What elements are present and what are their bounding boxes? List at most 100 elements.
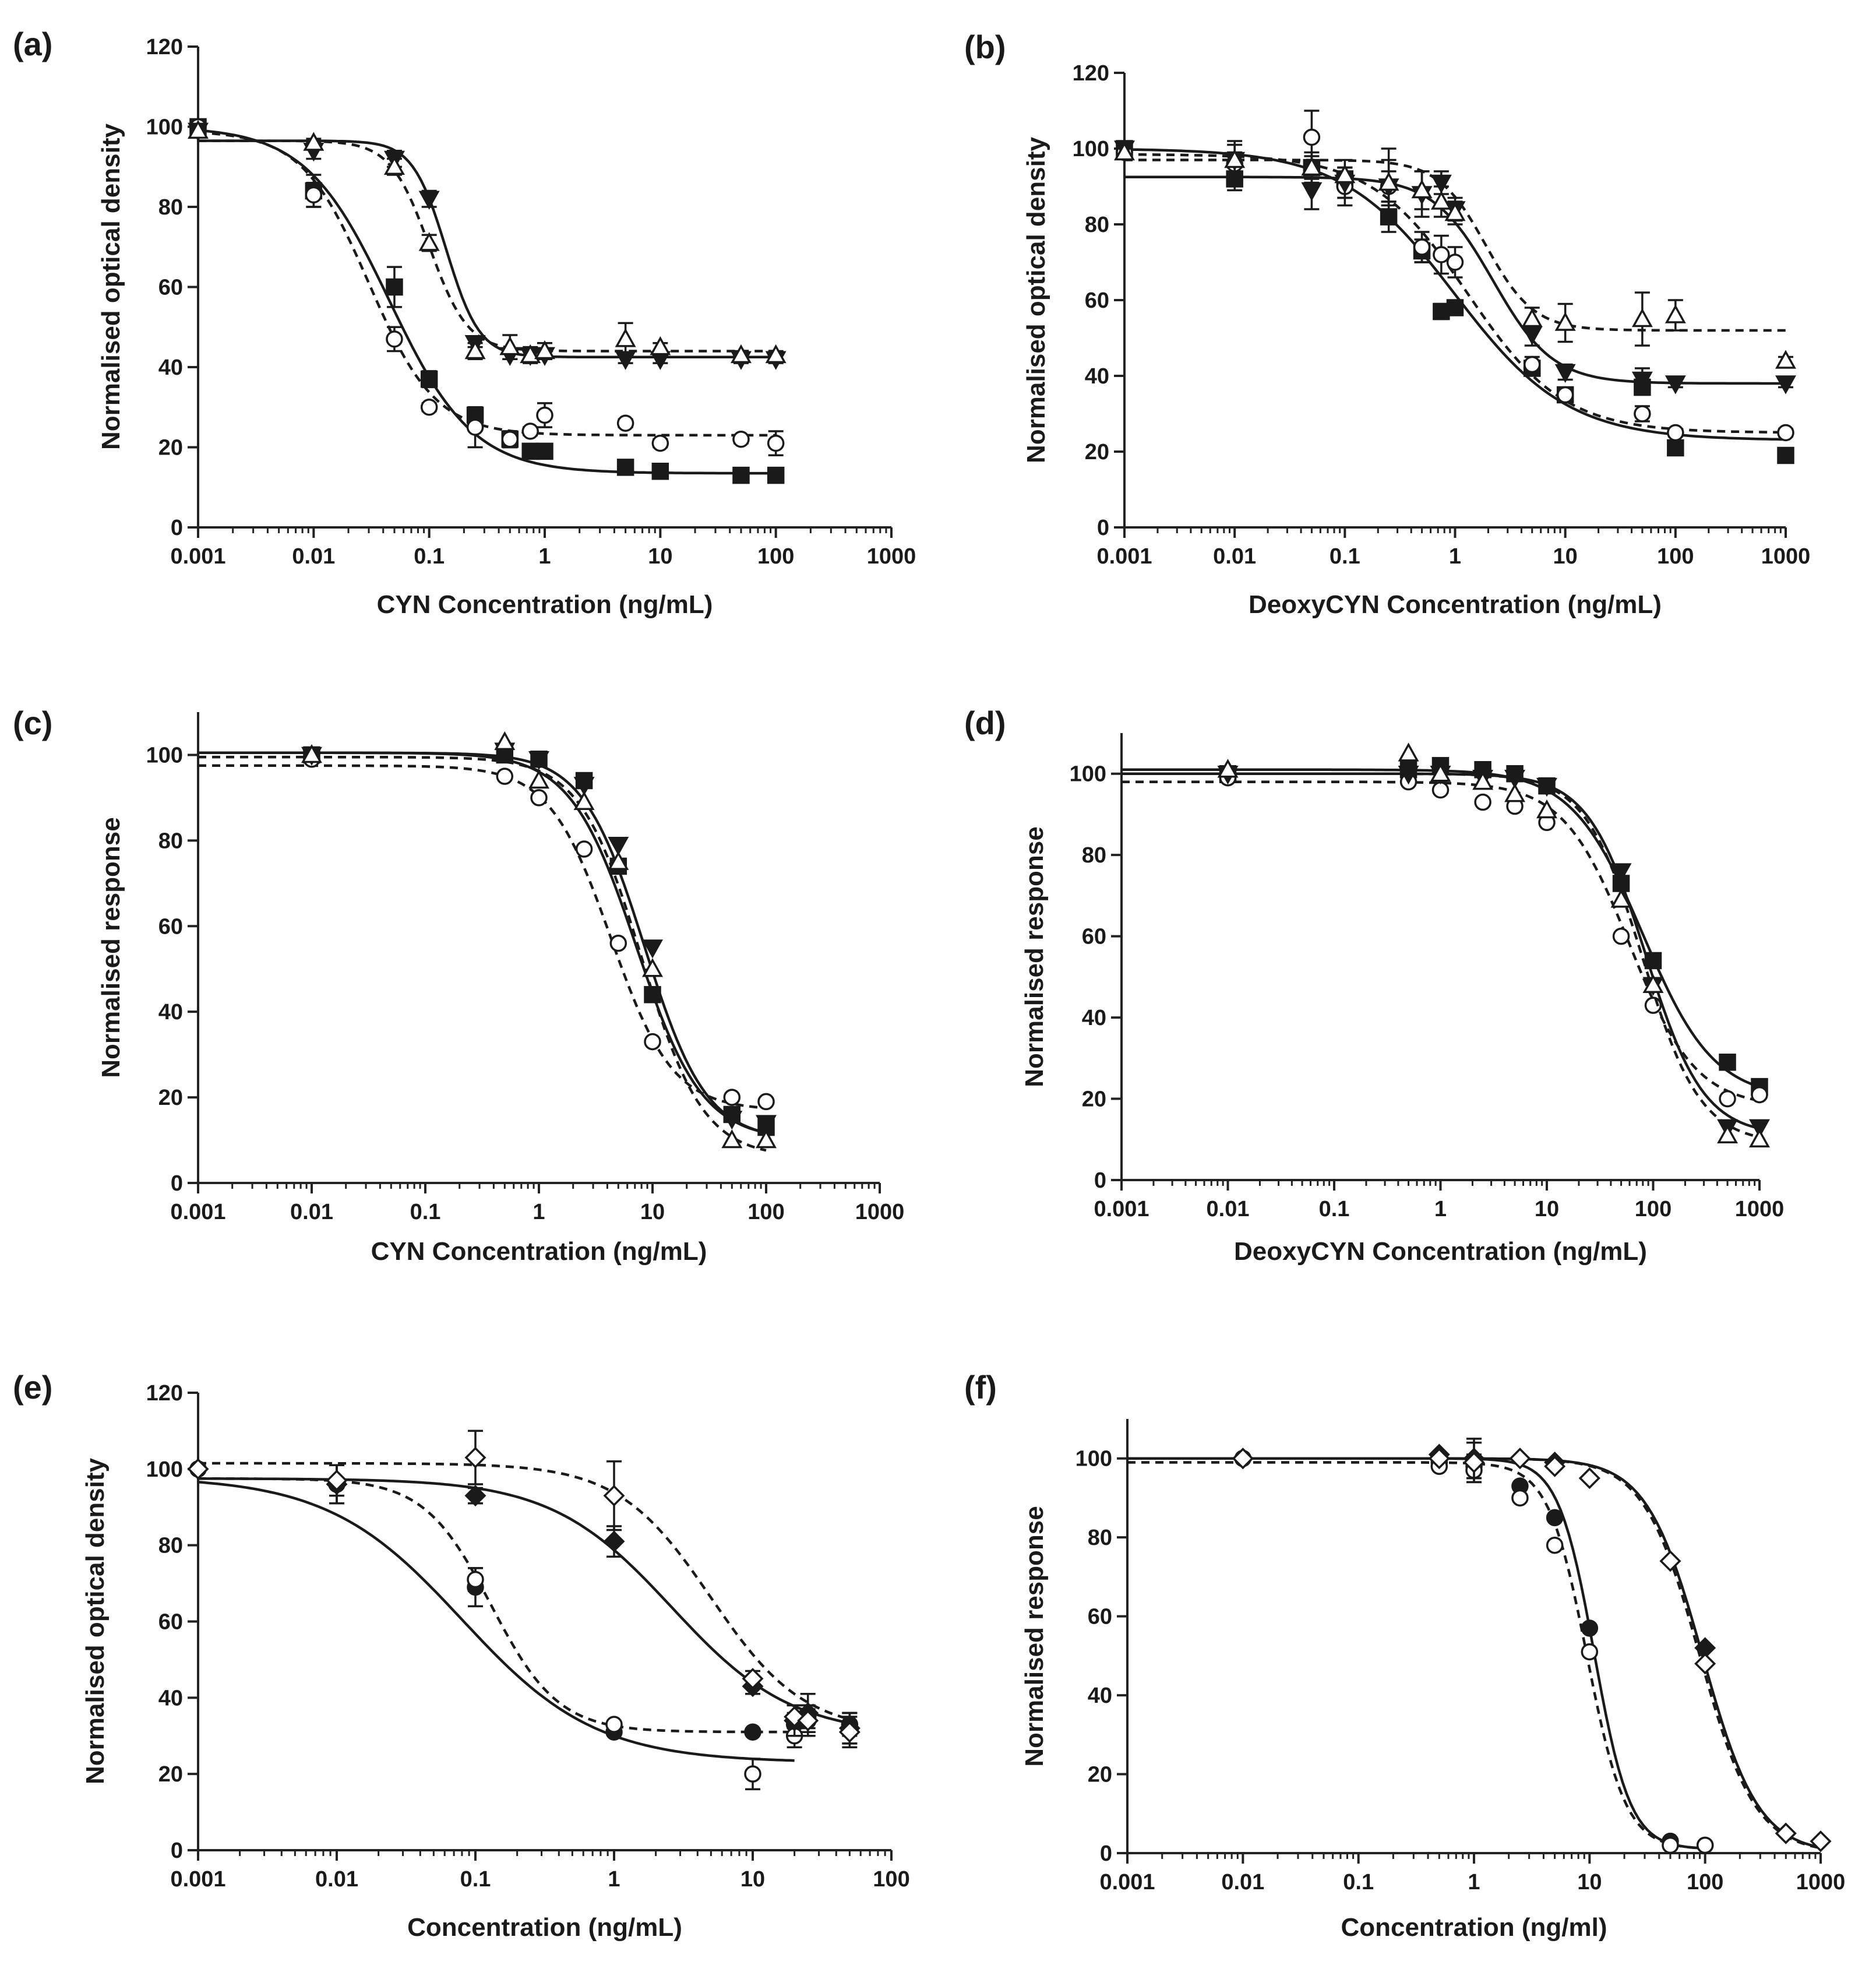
panel-d-fit-curve-solid — [1122, 772, 1760, 1130]
panel-b-point-triangle-up-open — [1775, 350, 1796, 369]
panel-e-point-circle-open — [467, 1570, 484, 1589]
panel-f-fit-curve-dashed — [1127, 1461, 1705, 1850]
panel-e-y-tick-label: 60 — [158, 1610, 183, 1635]
panel-d-x-axis-title: DeoxyCYN Concentration (ng/mL) — [1234, 1237, 1647, 1266]
panel-e-series-diamond-open — [187, 1429, 861, 1749]
panel-c-series-square-filled — [198, 746, 775, 1136]
panel-a-y-tick-label: 100 — [146, 115, 183, 140]
panel-f-y-tick-label: 60 — [1088, 1605, 1112, 1629]
panel-d-label: (d) — [964, 705, 1006, 741]
panel-e-y-tick-label: 120 — [146, 1381, 183, 1406]
panel-c-y-tick-label: 80 — [158, 829, 183, 853]
panel-d-x-tick-label: 100 — [1635, 1197, 1672, 1221]
panel-e-fit-curve-solid — [198, 1480, 795, 1762]
panel-c-point-triangle-up-open — [642, 958, 663, 977]
panel-a-series-triangle-down-filled — [188, 122, 787, 370]
panel-c-fit-curve-solid — [198, 751, 767, 1135]
panel-d-point-circle-open — [1431, 781, 1450, 799]
panel-f-x-axis-title: Concentration (ng/ml) — [1341, 1913, 1607, 1942]
panel-b-x-tick-label: 0.1 — [1330, 544, 1360, 569]
panel-f-point-diamond-open — [1775, 1822, 1797, 1844]
panel-b-y-axis-title: Normalised optical density — [1022, 137, 1050, 463]
panel-e-point-diamond-open — [187, 1458, 209, 1480]
panel-d-fit-curve-solid — [1122, 768, 1760, 1089]
panel-f-y-tick-label: 20 — [1088, 1763, 1112, 1787]
panel-c-point-circle-open — [757, 1093, 775, 1111]
panel-a-point-square-filled — [386, 278, 403, 296]
panel-e-label: (e) — [13, 1369, 52, 1406]
panel-c-point-triangle-up-open — [756, 1129, 777, 1149]
panel-e-point-circle-open — [605, 1716, 623, 1733]
panel-d: (d) 0 20 40 60 80 100 0.001 0.01 0.1 1 10 100 1000 Deo… — [964, 705, 1784, 1266]
panel-a-point-square-filled — [767, 466, 785, 484]
panel-b-point-square-filled — [1777, 446, 1794, 464]
panel-f-point-diamond-open — [1509, 1448, 1531, 1470]
panel-d-x-tick-label: 1 — [1434, 1197, 1447, 1221]
panel-a-point-circle-open — [536, 406, 553, 424]
panel-b-y-tick-label: 0 — [1097, 516, 1109, 540]
panel-d-series-triangle-down-filled — [1122, 765, 1770, 1138]
panel-b-point-circle-open — [1433, 246, 1450, 263]
panel-e-point-diamond-filled — [464, 1485, 486, 1507]
panel-b-label: (b) — [964, 29, 1006, 65]
panel-d-point-triangle-up-open — [1398, 742, 1419, 762]
panel-b-point-triangle-up-open — [1224, 149, 1246, 168]
panel-b-point-triangle-up-open — [1301, 156, 1323, 176]
panel-d-point-circle-open — [1474, 793, 1491, 811]
panel-b-point-triangle-down-filled — [1554, 364, 1576, 383]
panel-a-point-triangle-up-open — [650, 336, 671, 355]
panel-f-x-tick-label: 0.01 — [1221, 1870, 1264, 1894]
panel-f-fit-curve-solid — [1127, 1457, 1821, 1849]
panel-a-y-tick-label: 0 — [171, 516, 183, 540]
panel-b-point-triangle-down-filled — [1665, 375, 1686, 395]
panel-d-y-tick-label: 0 — [1094, 1168, 1106, 1193]
panel-d-point-triangle-up-open — [1610, 889, 1632, 908]
panel-e-fit-curve-dashed — [198, 1462, 850, 1721]
panel-b-fit-curve-solid — [1124, 148, 1786, 441]
panel-a-point-circle-open — [501, 431, 519, 448]
panel-b-series-square-filled — [1116, 140, 1794, 464]
panel-a-point-square-filled — [732, 466, 750, 484]
panel-b-point-circle-open — [1303, 128, 1321, 146]
panel-a-point-triangle-up-open — [534, 340, 555, 360]
panel-e-point-diamond-filled — [603, 1530, 625, 1552]
panel-a-point-triangle-up-open — [188, 119, 209, 139]
panel-a-y-tick-label: 40 — [158, 355, 183, 380]
panel-f-y-axis-title: Normalised response — [1020, 1506, 1049, 1767]
panel-d-point-triangle-up-open — [1430, 763, 1451, 782]
panel-c-fit-curve-dashed — [198, 764, 767, 1110]
panel-e-x-axis-title: Concentration (ng/mL) — [407, 1913, 682, 1942]
panel-b-point-triangle-up-open — [1444, 202, 1466, 221]
panel-b-point-triangle-up-open — [1411, 179, 1433, 199]
panel-c-point-circle-open — [723, 1089, 741, 1106]
panel-a-series-square-filled — [189, 118, 785, 484]
panel-a-y-tick-label: 80 — [158, 195, 183, 220]
panel-b-point-triangle-up-open — [1665, 304, 1686, 323]
panel-e-point-diamond-open — [838, 1721, 861, 1743]
panel-c-point-triangle-up-open — [528, 769, 549, 789]
panel-f-point-circle-open — [1546, 1536, 1564, 1554]
panel-c-y-tick-label: 60 — [158, 914, 183, 939]
panel-b-point-triangle-down-filled — [1775, 375, 1796, 395]
panel-e-point-diamond-open — [603, 1485, 625, 1507]
panel-f-point-diamond-open — [1544, 1455, 1566, 1477]
panel-f-x-tick-label: 100 — [1687, 1870, 1723, 1894]
panel-e-y-tick-label: 0 — [171, 1839, 183, 1863]
panel-b-point-triangle-up-open — [1631, 308, 1653, 328]
panel-c-y-tick-label: 20 — [158, 1086, 183, 1110]
panel-a-point-square-filled — [420, 370, 438, 388]
panel-a-y-axis-title: Normalised optical density — [97, 124, 125, 450]
panel-d-y-tick-label: 20 — [1082, 1087, 1106, 1112]
panel-a-point-triangle-up-open — [464, 340, 486, 360]
panel-b-x-tick-label: 10 — [1553, 544, 1578, 569]
panel-e-point-diamond-open — [742, 1668, 764, 1690]
panel-b-point-circle-open — [1777, 424, 1794, 442]
panel-d-y-tick-label: 60 — [1082, 925, 1106, 949]
panel-a-point-circle-open — [732, 431, 750, 448]
panel-d-point-triangle-up-open — [1217, 759, 1239, 778]
panel-f-point-circle-open — [1581, 1643, 1599, 1661]
panel-b-point-triangle-up-open — [1114, 141, 1135, 161]
panel-b-point-circle-open — [1634, 405, 1651, 422]
panel-f-point-diamond-open — [1810, 1830, 1832, 1853]
panel-b-point-circle-open — [1556, 386, 1574, 404]
